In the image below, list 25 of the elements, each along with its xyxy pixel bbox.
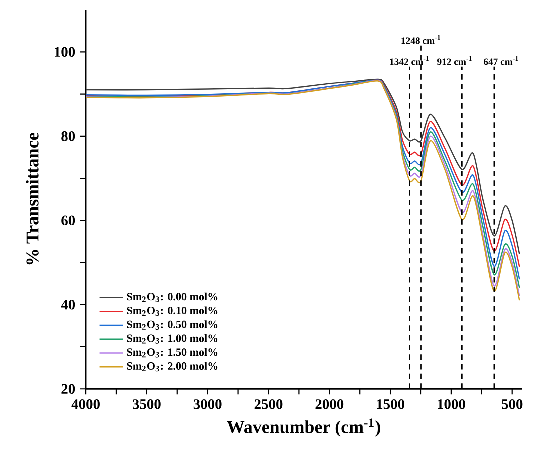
x-tick-label: 500 — [502, 400, 523, 410]
ref-line-label: 912 cm$^{-1}$ — [438, 56, 472, 66]
x-tick-label: 1000 — [438, 400, 466, 410]
x-tick-label: 4000 — [72, 400, 100, 410]
y-tick-label: 100 — [55, 47, 76, 58]
ref-line-label: 1248 cm$^{-1}$ — [402, 35, 440, 44]
legend-label: Sm$_{2}$O$_{3}$: 1.50 mol% — [127, 348, 218, 358]
x-axis-title: Wavenumber (cm$^{-1}$) — [227, 418, 380, 437]
x-tick-label: 2000 — [316, 400, 344, 410]
y-tick-label: 60 — [62, 216, 76, 226]
legend-label: Sm$_{2}$O$_{3}$: 0.00 mol% — [127, 292, 218, 302]
legend-label: Sm$_{2}$O$_{3}$: 0.10 mol% — [127, 306, 218, 316]
y-axis-title: % Transmittance — [26, 133, 39, 265]
ref-line-label: 647 cm$^{-1}$ — [484, 56, 518, 66]
x-tick-label: 1500 — [377, 400, 404, 410]
x-tick-label: 3500 — [132, 400, 161, 410]
x-tick-label: 3000 — [194, 400, 222, 410]
legend-label: Sm$_{2}$O$_{3}$: 2.00 mol% — [127, 362, 218, 372]
legend-label: Sm$_{2}$O$_{3}$: 0.50 mol% — [127, 320, 218, 330]
x-tick-label: 2500 — [254, 400, 283, 410]
y-tick-label: 40 — [61, 300, 76, 310]
ref-line-label: 1342 cm$^{-1}$ — [390, 56, 430, 66]
y-tick-label: 20 — [62, 384, 76, 394]
legend-label: Sm$_{2}$O$_{3}$: 1.00 mol% — [127, 334, 218, 344]
y-tick-label: 80 — [62, 132, 76, 142]
